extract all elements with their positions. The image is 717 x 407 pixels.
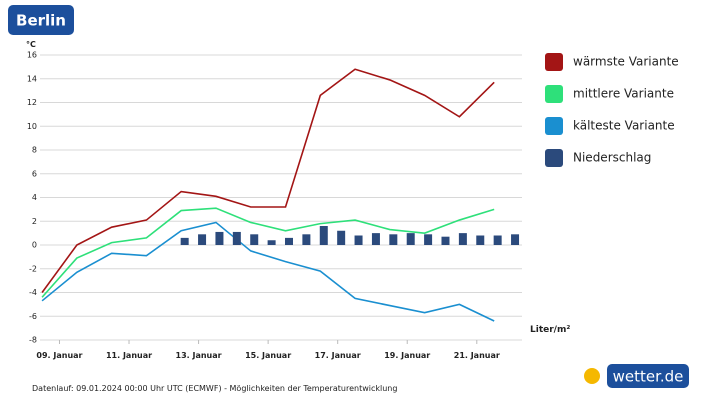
bar xyxy=(441,236,450,245)
x-tick-label: 11. Januar xyxy=(106,351,152,360)
y-tick-label: 14 xyxy=(27,74,37,83)
logo: wetter.de xyxy=(584,364,689,388)
bar xyxy=(458,233,467,245)
y-tick-label: 2 xyxy=(32,217,37,226)
bar xyxy=(198,234,207,245)
y-tick-label: 6 xyxy=(32,169,37,178)
line-series xyxy=(41,207,495,298)
logo-sun xyxy=(584,368,600,384)
bar xyxy=(406,233,415,245)
x-tick-label: 09. Januar xyxy=(36,351,82,360)
bar xyxy=(232,231,241,245)
bar xyxy=(389,234,398,245)
y-tick-label: 4 xyxy=(32,193,37,202)
bar xyxy=(319,226,328,245)
bar xyxy=(424,234,433,245)
y-unit: °C xyxy=(26,40,36,49)
legend: wärmste Variante mittlere Variante kältest… xyxy=(545,53,679,167)
bar xyxy=(302,234,311,245)
plot: -8 -6 -4 -2 0 2 4 6 8 10 12 14 16 09. Januar 11. Janua… xyxy=(27,51,522,360)
y-tick-label: -8 xyxy=(29,336,37,345)
bar xyxy=(354,235,363,245)
bar xyxy=(511,234,520,245)
logo-text: wetter.de xyxy=(613,368,684,386)
legend-label: Niederschlag xyxy=(573,151,651,165)
y-tick-label: -2 xyxy=(29,264,37,273)
bar xyxy=(267,240,276,245)
logo-badge xyxy=(607,364,689,388)
legend-label: wärmste Variante xyxy=(573,55,679,69)
y-tick-label: 0 xyxy=(32,241,37,250)
x-tick-label: 21. Januar xyxy=(454,351,500,360)
bar xyxy=(476,235,485,245)
y-tick-label: -4 xyxy=(29,288,37,297)
y-tick-label: -6 xyxy=(29,312,37,321)
x-tick-label: 15. Januar xyxy=(245,351,291,360)
line-series xyxy=(41,68,495,293)
x-tick-label: 13. Januar xyxy=(176,351,222,360)
legend-swatch xyxy=(545,85,563,103)
title-badge xyxy=(8,5,74,35)
bar xyxy=(180,237,189,245)
y-tick-label: 16 xyxy=(27,51,37,60)
legend-label: kälteste Variante xyxy=(573,119,675,133)
y-tick-label: 10 xyxy=(27,122,37,131)
legend-label: mittlere Variante xyxy=(573,87,674,101)
bar-unit: Liter/m² xyxy=(530,325,570,335)
legend-swatch xyxy=(545,117,563,135)
chart-title: Berlin xyxy=(16,12,66,30)
y-tick-label: 12 xyxy=(27,98,37,107)
legend-swatch xyxy=(545,149,563,167)
bar xyxy=(215,231,224,245)
bar xyxy=(250,234,259,245)
footer: Datenlauf: 09.01.2024 00:00 Uhr UTC (ECM… xyxy=(32,384,397,393)
bar xyxy=(284,237,293,245)
bar xyxy=(371,233,380,245)
x-tick-label: 19. Januar xyxy=(384,351,430,360)
line-series xyxy=(41,221,495,322)
x-tick-label: 17. Januar xyxy=(315,351,361,360)
bar xyxy=(493,235,502,245)
bar xyxy=(337,230,346,245)
y-tick-label: 8 xyxy=(32,146,37,155)
legend-swatch xyxy=(545,53,563,71)
